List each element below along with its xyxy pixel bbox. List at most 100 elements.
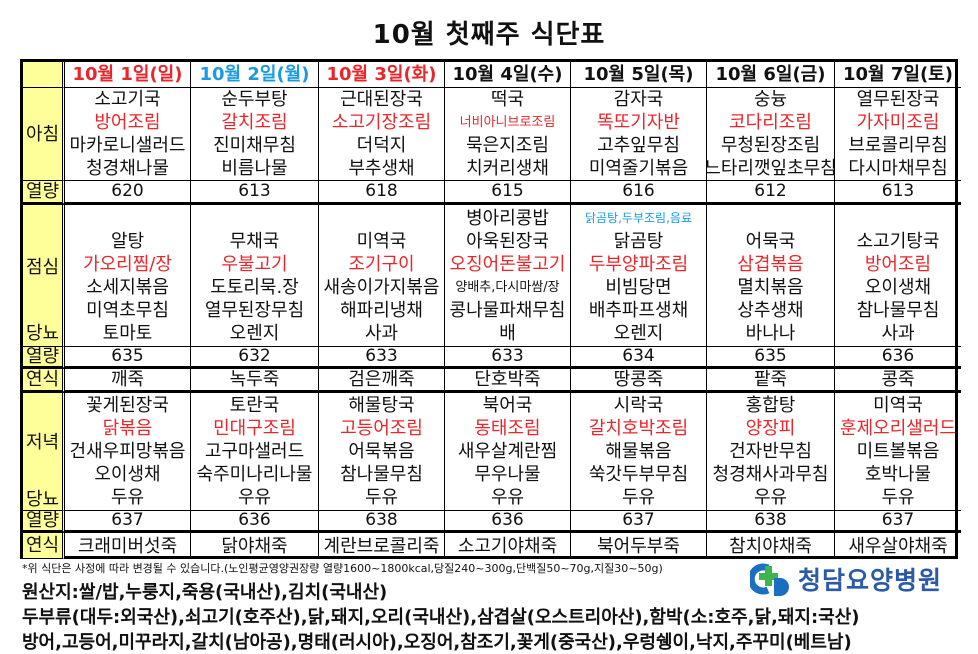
- menu-line: 닭곰탕,두부조림,음료: [571, 207, 706, 230]
- menu-item: 더덕지: [356, 135, 407, 156]
- dinner-calorie: 637: [571, 511, 707, 533]
- menu-line: 조기구이: [319, 253, 444, 276]
- menu-item: 민대구조림: [213, 418, 296, 439]
- menu-line: 콩죽: [835, 369, 961, 390]
- row-label-soft: 연식: [23, 533, 65, 559]
- row-label-dinner: 저녁: [25, 432, 60, 453]
- menu-item: 숙주미나리나물: [196, 464, 313, 485]
- menu-line: 가오리찜/장: [65, 253, 190, 276]
- menu-item: 두유: [364, 487, 399, 508]
- menu-line: 방어조림: [835, 253, 961, 276]
- day-date: 10월 6일(금): [715, 64, 826, 85]
- menu-item: 아욱된장국: [466, 230, 549, 252]
- menu-line: 637: [835, 511, 961, 530]
- row-label-dinner: 저녁 당뇨: [23, 393, 65, 511]
- menu-line: 팥죽: [707, 369, 834, 390]
- dinner-soft-meal: 소고기야채죽: [445, 533, 571, 559]
- menu-line: 10월 6일(금): [707, 63, 834, 86]
- menu-line: 마카로니샐러드: [65, 134, 190, 157]
- day-header: 10월 6일(금): [707, 62, 835, 88]
- dinner-cell: 시락국 갈치호박조림 해물볶음 쑥갓두부무침 두유: [571, 393, 707, 511]
- menu-line: 배추파프생채: [571, 299, 706, 322]
- menu-line: 떡국: [445, 88, 570, 111]
- row-label-diabetic: 당뇨: [25, 323, 60, 344]
- menu-line: 닭야채죽: [191, 535, 318, 558]
- menu-item: 배추파프생채: [588, 299, 689, 321]
- soft-meal: 녹두죽: [229, 369, 280, 390]
- lunch-cell: 알탕 가오리찜/장 소세지볶음 미역초무침 토마토: [65, 205, 191, 347]
- lunch-cell: 미역국 조기구이 새송이가지볶음 해파리냉채 사과: [319, 205, 445, 347]
- day-date: 10월 1일(일): [72, 64, 183, 85]
- dinner-soft-meal: 크래미버섯죽: [65, 533, 191, 559]
- menu-line: 순두부탕: [191, 88, 318, 111]
- soft-meal: 팥죽: [753, 369, 788, 390]
- dinner-cell: 미역국 훈제오리샐러드 미트볼볶음 호박나물 두유: [835, 393, 961, 511]
- day-header: 10월 5일(목): [571, 62, 707, 88]
- menu-item: 호박나물: [864, 464, 932, 485]
- menu-line: 어묵국: [707, 230, 834, 253]
- menu-item: 양장피: [745, 418, 796, 439]
- calorie-value: 637: [622, 511, 655, 530]
- menu-line: 새우살야채죽: [835, 535, 961, 558]
- menu-line: 비빔당면: [571, 276, 706, 299]
- soft-meal: 크래미버섯죽: [77, 535, 178, 557]
- menu-line: [65, 207, 190, 230]
- menu-line: 소고기국: [65, 88, 190, 111]
- menu-line: 두부양파조림: [571, 253, 706, 276]
- menu-item: 방어조림: [94, 112, 161, 133]
- menu-item: 닭곰탕,두부조림,음료: [585, 210, 692, 225]
- menu-line: 무우나물: [445, 463, 570, 486]
- menu-line: 10월 4일(수): [445, 63, 570, 86]
- origin-line-3: 방어,고등어,미꾸라지,갈치(남아공),명태(러시아),오징어,참조기,꽃게(중…: [22, 632, 852, 653]
- menu-line: 근대된장국: [319, 88, 444, 111]
- dinner-calorie: 638: [707, 511, 835, 533]
- menu-item: 근대된장국: [340, 89, 423, 110]
- soft-meal: 새우살야채죽: [848, 535, 948, 557]
- menu-item: 두유: [621, 487, 656, 508]
- lunch-calorie: 633: [445, 347, 571, 369]
- menu-line: 알탕: [65, 230, 190, 253]
- menu-line: 소고기탕국: [835, 230, 961, 253]
- menu-item: 홍합탕: [745, 395, 796, 416]
- menu-line: 느타리깻잎초무침: [707, 157, 834, 180]
- calorie-value: 636: [491, 511, 524, 530]
- menu-item: 고등어조림: [340, 418, 423, 439]
- menu-item: 갈치호박조림: [588, 418, 689, 439]
- dinner-cell: 홍합탕 양장피 건자반무침 청경채사과무침 우유: [707, 393, 835, 511]
- menu-line: 소고기야채죽: [445, 535, 570, 558]
- menu-item: 똑또기자반: [597, 112, 680, 133]
- menu-line: 해물볶음: [571, 440, 706, 463]
- menu-line: 닭볶음: [65, 417, 190, 440]
- menu-line: 시락국: [571, 394, 706, 417]
- menu-line: 620: [65, 181, 190, 202]
- menu-line: 638: [707, 511, 834, 530]
- menu-line: 연식: [23, 369, 62, 390]
- meal-plan-table: 10월 1일(일) 10월 2일(월) 10월 3일(화) 10월 4일(수) 10월 …: [20, 59, 961, 559]
- menu-item: 오렌지: [229, 322, 280, 344]
- breakfast-calorie: 615: [445, 181, 571, 205]
- soft-meal: 참치야채죽: [729, 535, 812, 557]
- breakfast-calorie: 613: [835, 181, 961, 205]
- lunch-calorie: 636: [835, 347, 961, 369]
- menu-line: 미역국: [835, 394, 961, 417]
- menu-item: 고추잎무침: [597, 135, 680, 156]
- day-date: 10월 3일(화): [326, 64, 437, 85]
- menu-line: 더덕지: [319, 134, 444, 157]
- calorie-value: 616: [622, 181, 655, 201]
- menu-line: 콩나물파채무침: [445, 299, 570, 322]
- row-label-lunch: 점심 당뇨: [23, 205, 65, 347]
- breakfast-cell: 순두부탕 갈치조림 진미채무침 비름나물: [191, 88, 319, 181]
- menu-item: 열무된장무침: [204, 299, 305, 321]
- soft-meal: 북어두부죽: [597, 535, 680, 557]
- menu-item: 오이생채: [864, 276, 932, 298]
- menu-item: 꽃게된장국: [86, 395, 169, 416]
- dinner-soft-meal: 참치야채죽: [707, 533, 835, 559]
- lunch-soft-meal: 팥죽: [707, 369, 835, 393]
- soft-meal: 땅콩죽: [613, 369, 664, 390]
- menu-line: 병아리콩밥: [445, 207, 570, 230]
- day-header: 10월 7일(토): [835, 62, 961, 88]
- menu-item: 두유: [110, 487, 145, 508]
- menu-item: 오징어돈불고기: [449, 253, 566, 275]
- menu-item: 미역국: [873, 395, 923, 416]
- menu-item: 미역줄기볶음: [588, 158, 689, 179]
